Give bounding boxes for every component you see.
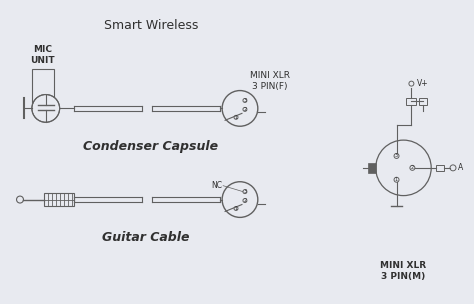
Bar xyxy=(436,165,444,171)
Text: 1: 1 xyxy=(235,115,237,120)
Circle shape xyxy=(234,206,238,210)
Circle shape xyxy=(243,98,247,102)
Circle shape xyxy=(394,154,399,158)
Circle shape xyxy=(243,199,247,202)
Circle shape xyxy=(410,165,415,170)
Text: Condenser Capsule: Condenser Capsule xyxy=(83,140,219,153)
Text: 2: 2 xyxy=(411,165,414,170)
Bar xyxy=(406,98,416,105)
Circle shape xyxy=(243,107,247,111)
Text: MINI XLR
3 PIN(F): MINI XLR 3 PIN(F) xyxy=(250,71,290,91)
Text: V+: V+ xyxy=(417,79,429,88)
Bar xyxy=(419,98,427,105)
Text: 1: 1 xyxy=(235,206,237,211)
Text: 2: 2 xyxy=(243,107,246,112)
Text: NC: NC xyxy=(211,181,222,190)
Text: 3: 3 xyxy=(243,189,246,194)
Text: 2: 2 xyxy=(243,198,246,203)
Text: 1: 1 xyxy=(395,177,398,182)
Text: A: A xyxy=(458,163,463,172)
Text: Smart Wireless: Smart Wireless xyxy=(104,19,198,32)
Text: Guitar Cable: Guitar Cable xyxy=(102,231,190,244)
Text: MINI XLR
3 PIN(M): MINI XLR 3 PIN(M) xyxy=(381,261,427,281)
Circle shape xyxy=(243,190,247,194)
Polygon shape xyxy=(44,193,73,206)
Circle shape xyxy=(17,196,24,203)
Circle shape xyxy=(234,115,238,119)
Text: MIC
UNIT: MIC UNIT xyxy=(30,45,55,65)
Circle shape xyxy=(394,177,399,182)
Circle shape xyxy=(32,95,60,122)
Text: 3: 3 xyxy=(395,154,398,158)
Bar xyxy=(368,163,376,173)
Text: 3: 3 xyxy=(243,98,246,103)
